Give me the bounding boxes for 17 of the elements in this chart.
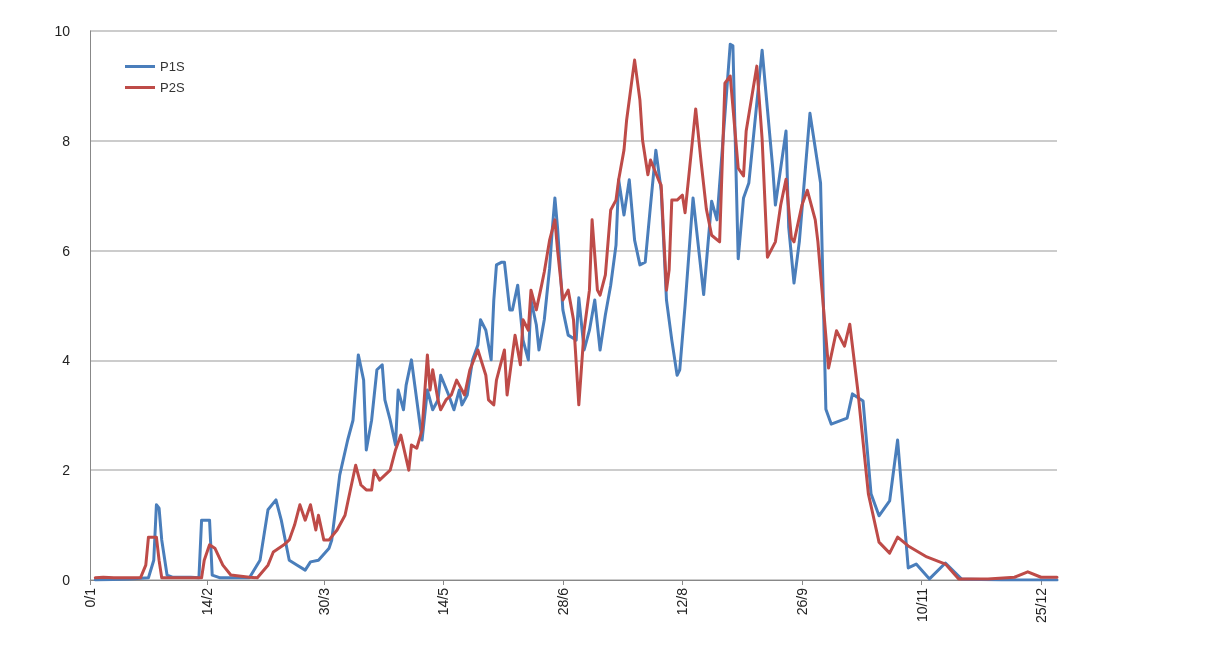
x-tick-label: 30/3 [315,587,332,616]
y-tick-label: 4 [62,352,71,369]
x-tick-label: 28/6 [554,587,571,616]
y-tick-label: 8 [62,132,71,149]
legend-label: P1S [160,59,185,74]
x-tick-label: 25/12 [1033,587,1050,624]
y-tick-label: 6 [62,242,71,259]
y-tick-label: 0 [62,572,71,588]
y-tick-label: 2 [62,462,71,479]
x-tick-label: 12/8 [674,587,691,616]
x-tick-label: 14/5 [435,587,452,616]
x-tick-label: 26/9 [793,587,810,616]
y-tick-label: 10 [54,23,71,39]
x-tick-label: 14/2 [198,587,215,616]
legend-label: P2S [160,80,185,95]
x-tick-label: 0/1 [82,587,98,608]
x-tick-label: 10/11 [913,587,930,622]
